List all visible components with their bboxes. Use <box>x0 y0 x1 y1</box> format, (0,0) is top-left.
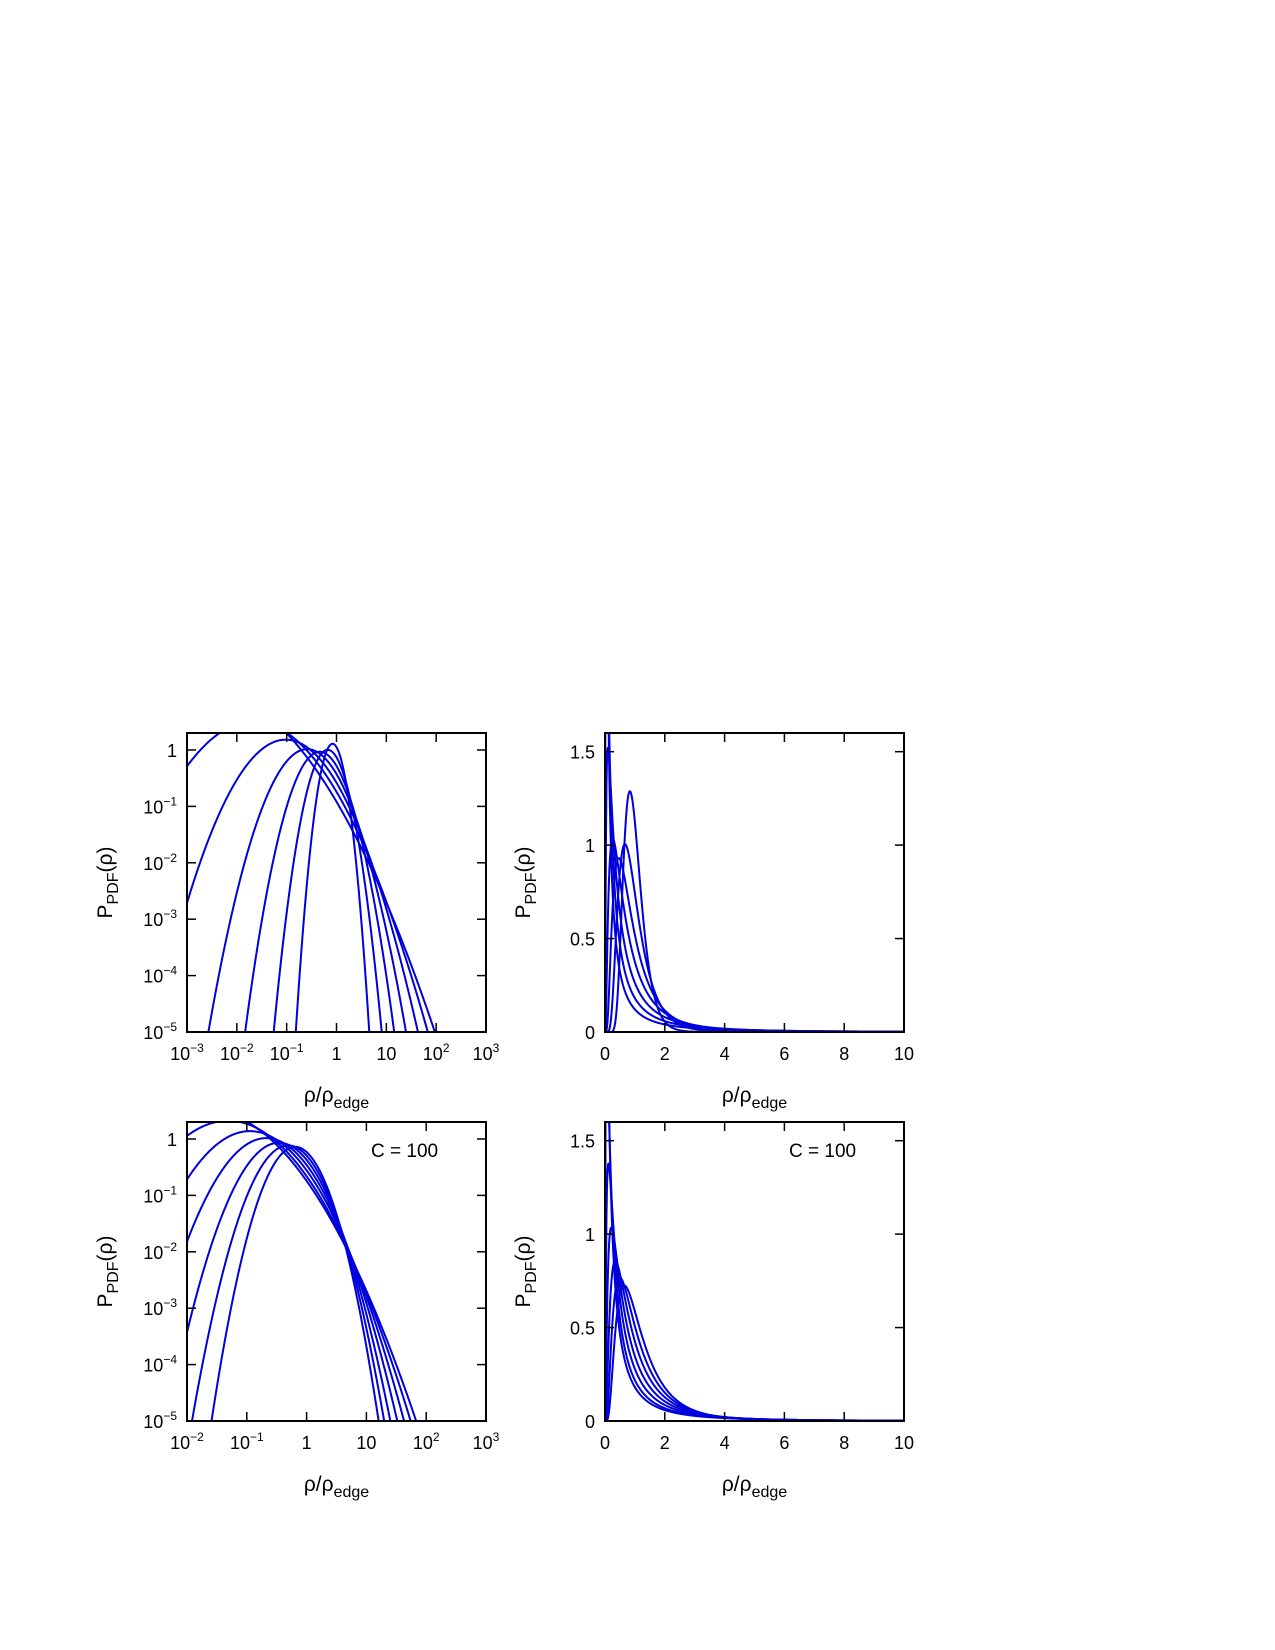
series-line-3 <box>187 738 419 1032</box>
y-tick-label: 10−3 <box>143 907 177 930</box>
x-tick-label: 4 <box>720 1044 730 1064</box>
series-line-3 <box>605 1162 904 1421</box>
y-tick-label: 10−5 <box>143 1020 177 1043</box>
plot-frame <box>186 1121 487 1422</box>
series-line-1 <box>284 733 436 1032</box>
y-tick-label: 1 <box>167 1130 177 1150</box>
series-line-7 <box>294 742 371 1032</box>
panel-bottom-right: 0 2 4 6 8 10 0 0.5 1 1.5 ρ/ρedge PPDF(ρ) C = 100 <box>512 1121 914 1501</box>
x-tick-label: 10 <box>894 1044 914 1064</box>
x-tick-label: 1 <box>331 1044 341 1064</box>
x-axis-label: ρ/ρedge <box>722 1473 787 1501</box>
plot-frame <box>186 732 487 1033</box>
plot-frame <box>604 1121 905 1422</box>
series-line-2 <box>187 1122 412 1421</box>
x-tick-label: 103 <box>473 1041 500 1064</box>
series-line-1 <box>605 1122 904 1421</box>
x-tick-label: 10−3 <box>170 1041 204 1064</box>
x-tick-label: 6 <box>779 1044 789 1064</box>
x-tick-label: 10 <box>376 1044 396 1064</box>
y-tick-label: 10−5 <box>143 1409 177 1432</box>
y-tick-label: 1.5 <box>570 743 595 763</box>
y-axis-label: PPDF(ρ) <box>512 1236 540 1308</box>
annotation-label: C = 100 <box>789 1141 856 1162</box>
x-tick-label: 10−2 <box>220 1041 254 1064</box>
y-tick-label: 1 <box>585 836 595 856</box>
x-tick-label: 102 <box>413 1430 440 1453</box>
x-tick-label: 4 <box>720 1433 730 1453</box>
x-tick-label: 10−1 <box>230 1430 264 1453</box>
x-tick-label: 1 <box>302 1433 312 1453</box>
x-tick-label: 8 <box>839 1433 849 1453</box>
series-line-6 <box>605 843 904 1032</box>
x-tick-label: 0 <box>600 1044 610 1064</box>
series-line-2 <box>605 733 904 1032</box>
x-axis-label: ρ/ρedge <box>304 1473 369 1501</box>
series-line-5 <box>605 1259 904 1421</box>
y-tick-label: 10−3 <box>143 1296 177 1319</box>
y-axis-label: PPDF(ρ) <box>94 1236 122 1308</box>
series-line-2 <box>187 733 429 1032</box>
series-group <box>187 1122 418 1421</box>
series-line-6 <box>272 748 383 1032</box>
x-tick-label: 6 <box>779 1433 789 1453</box>
x-tick-label: 10 <box>894 1433 914 1453</box>
series-line-5 <box>187 1141 392 1421</box>
annotation-label: C = 100 <box>371 1141 438 1162</box>
x-tick-label: 10 <box>356 1433 376 1453</box>
panel-top-left: 10−3 10−2 10−1 1 10 102 103 10−5 10−4 10−3 10−2 10−… <box>94 732 500 1112</box>
series-line-4 <box>207 748 408 1032</box>
plot-frame <box>604 732 905 1033</box>
series-group <box>187 733 436 1032</box>
x-axis-label: ρ/ρedge <box>304 1084 369 1112</box>
x-tick-label: 0 <box>600 1433 610 1453</box>
y-tick-label: 1.5 <box>570 1132 595 1152</box>
series-line-2 <box>605 1122 904 1421</box>
y-axis-label: PPDF(ρ) <box>94 847 122 919</box>
x-tick-label: 10−2 <box>170 1430 204 1453</box>
series-line-4 <box>605 1226 904 1421</box>
y-tick-label: 10−1 <box>143 794 177 817</box>
y-tick-label: 10−1 <box>143 1183 177 1206</box>
y-tick-label: 10−2 <box>143 1240 177 1263</box>
y-tick-label: 0.5 <box>570 1319 595 1339</box>
x-tick-label: 103 <box>473 1430 500 1453</box>
x-tick-label: 102 <box>423 1041 450 1064</box>
series-group <box>605 1122 904 1421</box>
series-line-3 <box>187 1130 406 1421</box>
panel-bottom-left: 10−2 10−1 1 10 102 103 10−5 10−4 10−3 10−2 10−1 1 ρ/… <box>94 1121 500 1501</box>
y-axis-label: PPDF(ρ) <box>512 847 540 919</box>
series-line-4 <box>605 837 904 1032</box>
series-line-7 <box>210 1145 380 1421</box>
series-group <box>605 733 904 1032</box>
x-tick-label: 2 <box>660 1044 670 1064</box>
panel-top-right: 0 2 4 6 8 10 0 0.5 1 1.5 ρ/ρedge PPDF(ρ) <box>512 732 914 1112</box>
y-tick-label: 10−4 <box>143 1353 177 1376</box>
series-line-1 <box>245 1122 418 1421</box>
y-tick-label: 1 <box>585 1225 595 1245</box>
series-line-4 <box>187 1137 399 1421</box>
x-tick-label: 10−1 <box>270 1041 304 1064</box>
series-line-5 <box>244 750 396 1032</box>
y-tick-label: 0 <box>585 1412 595 1432</box>
series-line-7 <box>605 790 904 1032</box>
x-axis-label: ρ/ρedge <box>722 1084 787 1112</box>
y-tick-label: 10−2 <box>143 851 177 874</box>
y-tick-label: 0.5 <box>570 930 595 950</box>
y-tick-label: 1 <box>167 741 177 761</box>
x-tick-label: 2 <box>660 1433 670 1453</box>
series-line-1 <box>605 733 904 1032</box>
y-tick-label: 0 <box>585 1023 595 1043</box>
y-tick-label: 10−4 <box>143 964 177 987</box>
x-tick-label: 8 <box>839 1044 849 1064</box>
